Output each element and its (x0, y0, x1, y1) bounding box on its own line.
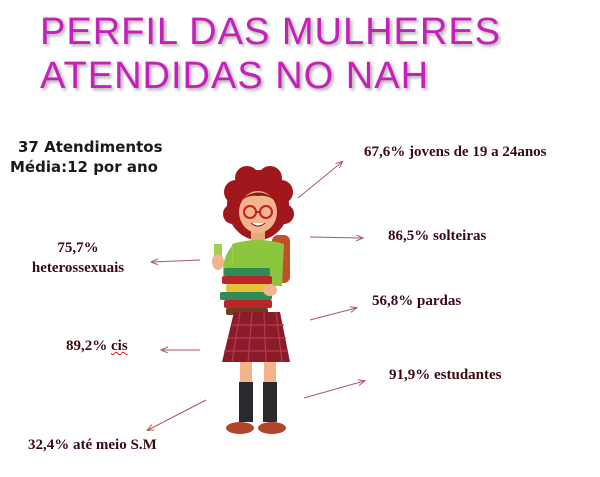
arrow-jovens (297, 162, 342, 199)
stat-cis: 89,2% cis (66, 338, 128, 355)
arrow-estudantes (303, 381, 364, 399)
stat-estudantes: 91,9% estudantes (389, 367, 502, 383)
summary-average: Média:12 por ano (10, 158, 158, 176)
stat-salario: 32,4% até meio S.M (28, 437, 157, 453)
arrow-solteiras (309, 237, 362, 238)
stat-hetero-pct: 75,7% (57, 240, 99, 256)
arrow-hetero (152, 260, 201, 262)
stat-pardas: 56,8% pardas (372, 293, 462, 309)
stat-cis-pct: 89,2% (66, 338, 108, 354)
title-line-2: ATENDIDAS NO NAH (40, 55, 430, 97)
summary-attendances: 37 Atendimentos (18, 138, 163, 156)
stat-jovens: 67,6% jovens de 19 a 24anos (364, 144, 547, 160)
arrow-pardas (309, 308, 356, 321)
woman-illustration (212, 166, 294, 434)
stat-heterossexuais: 75,7% heterossexuais (14, 238, 142, 278)
page-title: PERFIL DAS MULHERES ATENDIDAS NO NAH (40, 10, 580, 98)
arrow-salario (148, 399, 207, 430)
title-line-1: PERFIL DAS MULHERES (40, 11, 502, 53)
summary-block: 37 Atendimentos Média:12 por ano (10, 137, 163, 177)
stat-cis-word: cis (111, 338, 128, 354)
stat-solteiras: 86,5% solteiras (388, 228, 487, 244)
stat-hetero-label: heterossexuais (31, 260, 125, 276)
